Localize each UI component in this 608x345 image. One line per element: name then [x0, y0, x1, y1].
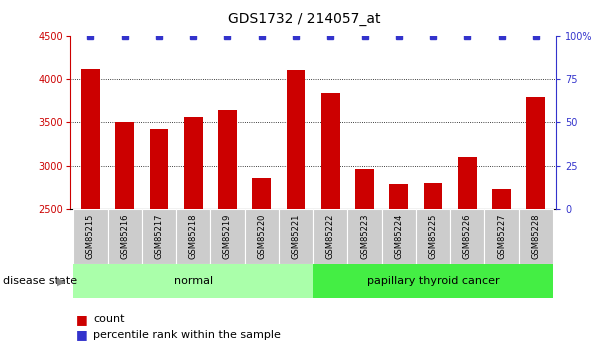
Bar — [355, 169, 374, 209]
Text: percentile rank within the sample: percentile rank within the sample — [93, 330, 281, 339]
Text: GSM85226: GSM85226 — [463, 214, 472, 259]
Text: GSM85228: GSM85228 — [531, 214, 541, 259]
Text: GSM85224: GSM85224 — [394, 214, 403, 259]
Bar — [492, 189, 511, 209]
Bar — [218, 109, 237, 209]
Text: ▶: ▶ — [57, 276, 66, 286]
Bar — [286, 70, 305, 209]
Bar — [74, 264, 313, 298]
Bar — [184, 117, 202, 209]
Bar — [279, 209, 313, 264]
Text: disease state: disease state — [3, 276, 77, 286]
Text: GSM85220: GSM85220 — [257, 214, 266, 259]
Bar — [116, 122, 134, 209]
Text: papillary thyroid cancer: papillary thyroid cancer — [367, 276, 499, 286]
Bar — [150, 129, 168, 209]
Bar — [313, 209, 347, 264]
Bar — [389, 184, 408, 209]
Bar — [416, 209, 450, 264]
Bar — [210, 209, 244, 264]
Text: GSM85216: GSM85216 — [120, 214, 130, 259]
Bar — [252, 178, 271, 209]
Bar — [74, 209, 108, 264]
Bar — [313, 264, 553, 298]
Text: count: count — [93, 314, 125, 324]
Bar — [458, 157, 477, 209]
Bar — [176, 209, 210, 264]
Text: GSM85215: GSM85215 — [86, 214, 95, 259]
Text: GSM85217: GSM85217 — [154, 214, 164, 259]
Text: GSM85225: GSM85225 — [429, 214, 438, 259]
Bar — [527, 97, 545, 209]
Bar — [382, 209, 416, 264]
Text: GDS1732 / 214057_at: GDS1732 / 214057_at — [228, 12, 380, 26]
Bar — [424, 183, 443, 209]
Text: GSM85218: GSM85218 — [188, 214, 198, 259]
Bar — [321, 93, 340, 209]
Bar — [142, 209, 176, 264]
Text: ■: ■ — [76, 328, 88, 341]
Text: normal: normal — [174, 276, 213, 286]
Bar — [81, 69, 100, 209]
Bar — [519, 209, 553, 264]
Bar — [450, 209, 485, 264]
Text: GSM85223: GSM85223 — [360, 214, 369, 259]
Text: GSM85221: GSM85221 — [291, 214, 300, 259]
Bar — [485, 209, 519, 264]
Bar — [244, 209, 279, 264]
Bar — [347, 209, 382, 264]
Bar — [108, 209, 142, 264]
Text: ■: ■ — [76, 313, 88, 326]
Text: GSM85222: GSM85222 — [326, 214, 335, 259]
Text: GSM85219: GSM85219 — [223, 214, 232, 259]
Text: GSM85227: GSM85227 — [497, 214, 506, 259]
